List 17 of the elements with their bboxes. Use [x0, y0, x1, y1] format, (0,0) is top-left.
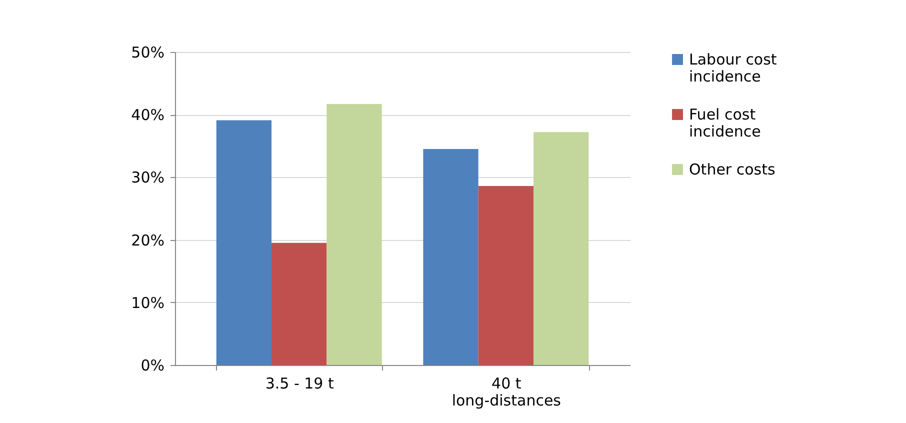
x-tick-label: 3.5 - 19 t [265, 374, 334, 392]
legend-label: Labour cost incidence [689, 50, 777, 86]
y-tick-label: 40% [131, 106, 164, 124]
legend-label: Fuel cost incidence [689, 106, 761, 140]
y-tick-label: 0% [140, 356, 164, 374]
bar [272, 242, 327, 365]
x-tick-label: 40 t long-distances [452, 374, 562, 410]
y-tick-label: 20% [131, 231, 164, 250]
bar [423, 149, 478, 365]
y-tick-label: 10% [131, 294, 164, 312]
bar [533, 132, 589, 365]
bar [326, 104, 382, 365]
bar [478, 186, 534, 365]
y-tick-label: 30% [131, 168, 164, 187]
legend-label: Other costs [689, 160, 776, 178]
bar [216, 120, 272, 365]
y-tick-label: 50% [131, 44, 164, 62]
